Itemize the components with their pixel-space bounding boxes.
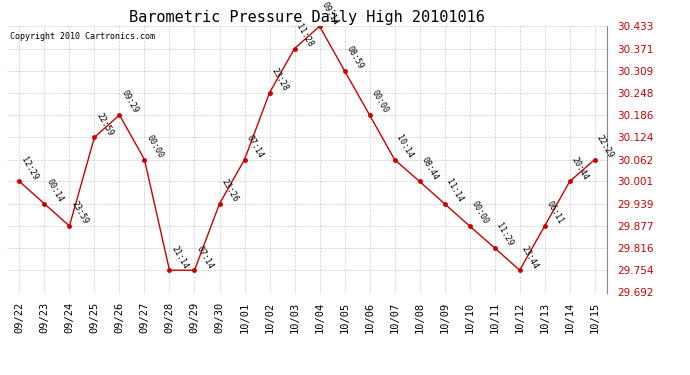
Text: 09:14: 09:14 (319, 0, 340, 26)
Text: 08:59: 08:59 (344, 45, 365, 71)
Text: 23:26: 23:26 (219, 178, 240, 204)
Text: 00:14: 00:14 (44, 178, 65, 204)
Text: 09:29: 09:29 (119, 89, 140, 115)
Text: 11:29: 11:29 (495, 222, 515, 248)
Text: 10:14: 10:14 (395, 134, 415, 159)
Text: 00:00: 00:00 (470, 200, 490, 226)
Text: 08:44: 08:44 (420, 155, 440, 182)
Text: 00:00: 00:00 (144, 134, 165, 159)
Text: 07:14: 07:14 (244, 134, 265, 159)
Text: 22:29: 22:29 (595, 134, 615, 159)
Text: 20:44: 20:44 (570, 155, 590, 182)
Text: 07:14: 07:14 (195, 244, 215, 270)
Text: 06:11: 06:11 (544, 200, 565, 226)
Text: 23:59: 23:59 (70, 200, 90, 226)
Text: 23:44: 23:44 (520, 244, 540, 270)
Text: 11:28: 11:28 (295, 22, 315, 48)
Text: 00:00: 00:00 (370, 89, 390, 115)
Text: 21:14: 21:14 (170, 244, 190, 270)
Text: 22:59: 22:59 (95, 111, 115, 137)
Text: 23:28: 23:28 (270, 67, 290, 93)
Text: Copyright 2010 Cartronics.com: Copyright 2010 Cartronics.com (10, 32, 155, 40)
Title: Barometric Pressure Daily High 20101016: Barometric Pressure Daily High 20101016 (129, 10, 485, 25)
Text: 12:29: 12:29 (19, 155, 40, 182)
Text: 11:14: 11:14 (444, 178, 465, 204)
